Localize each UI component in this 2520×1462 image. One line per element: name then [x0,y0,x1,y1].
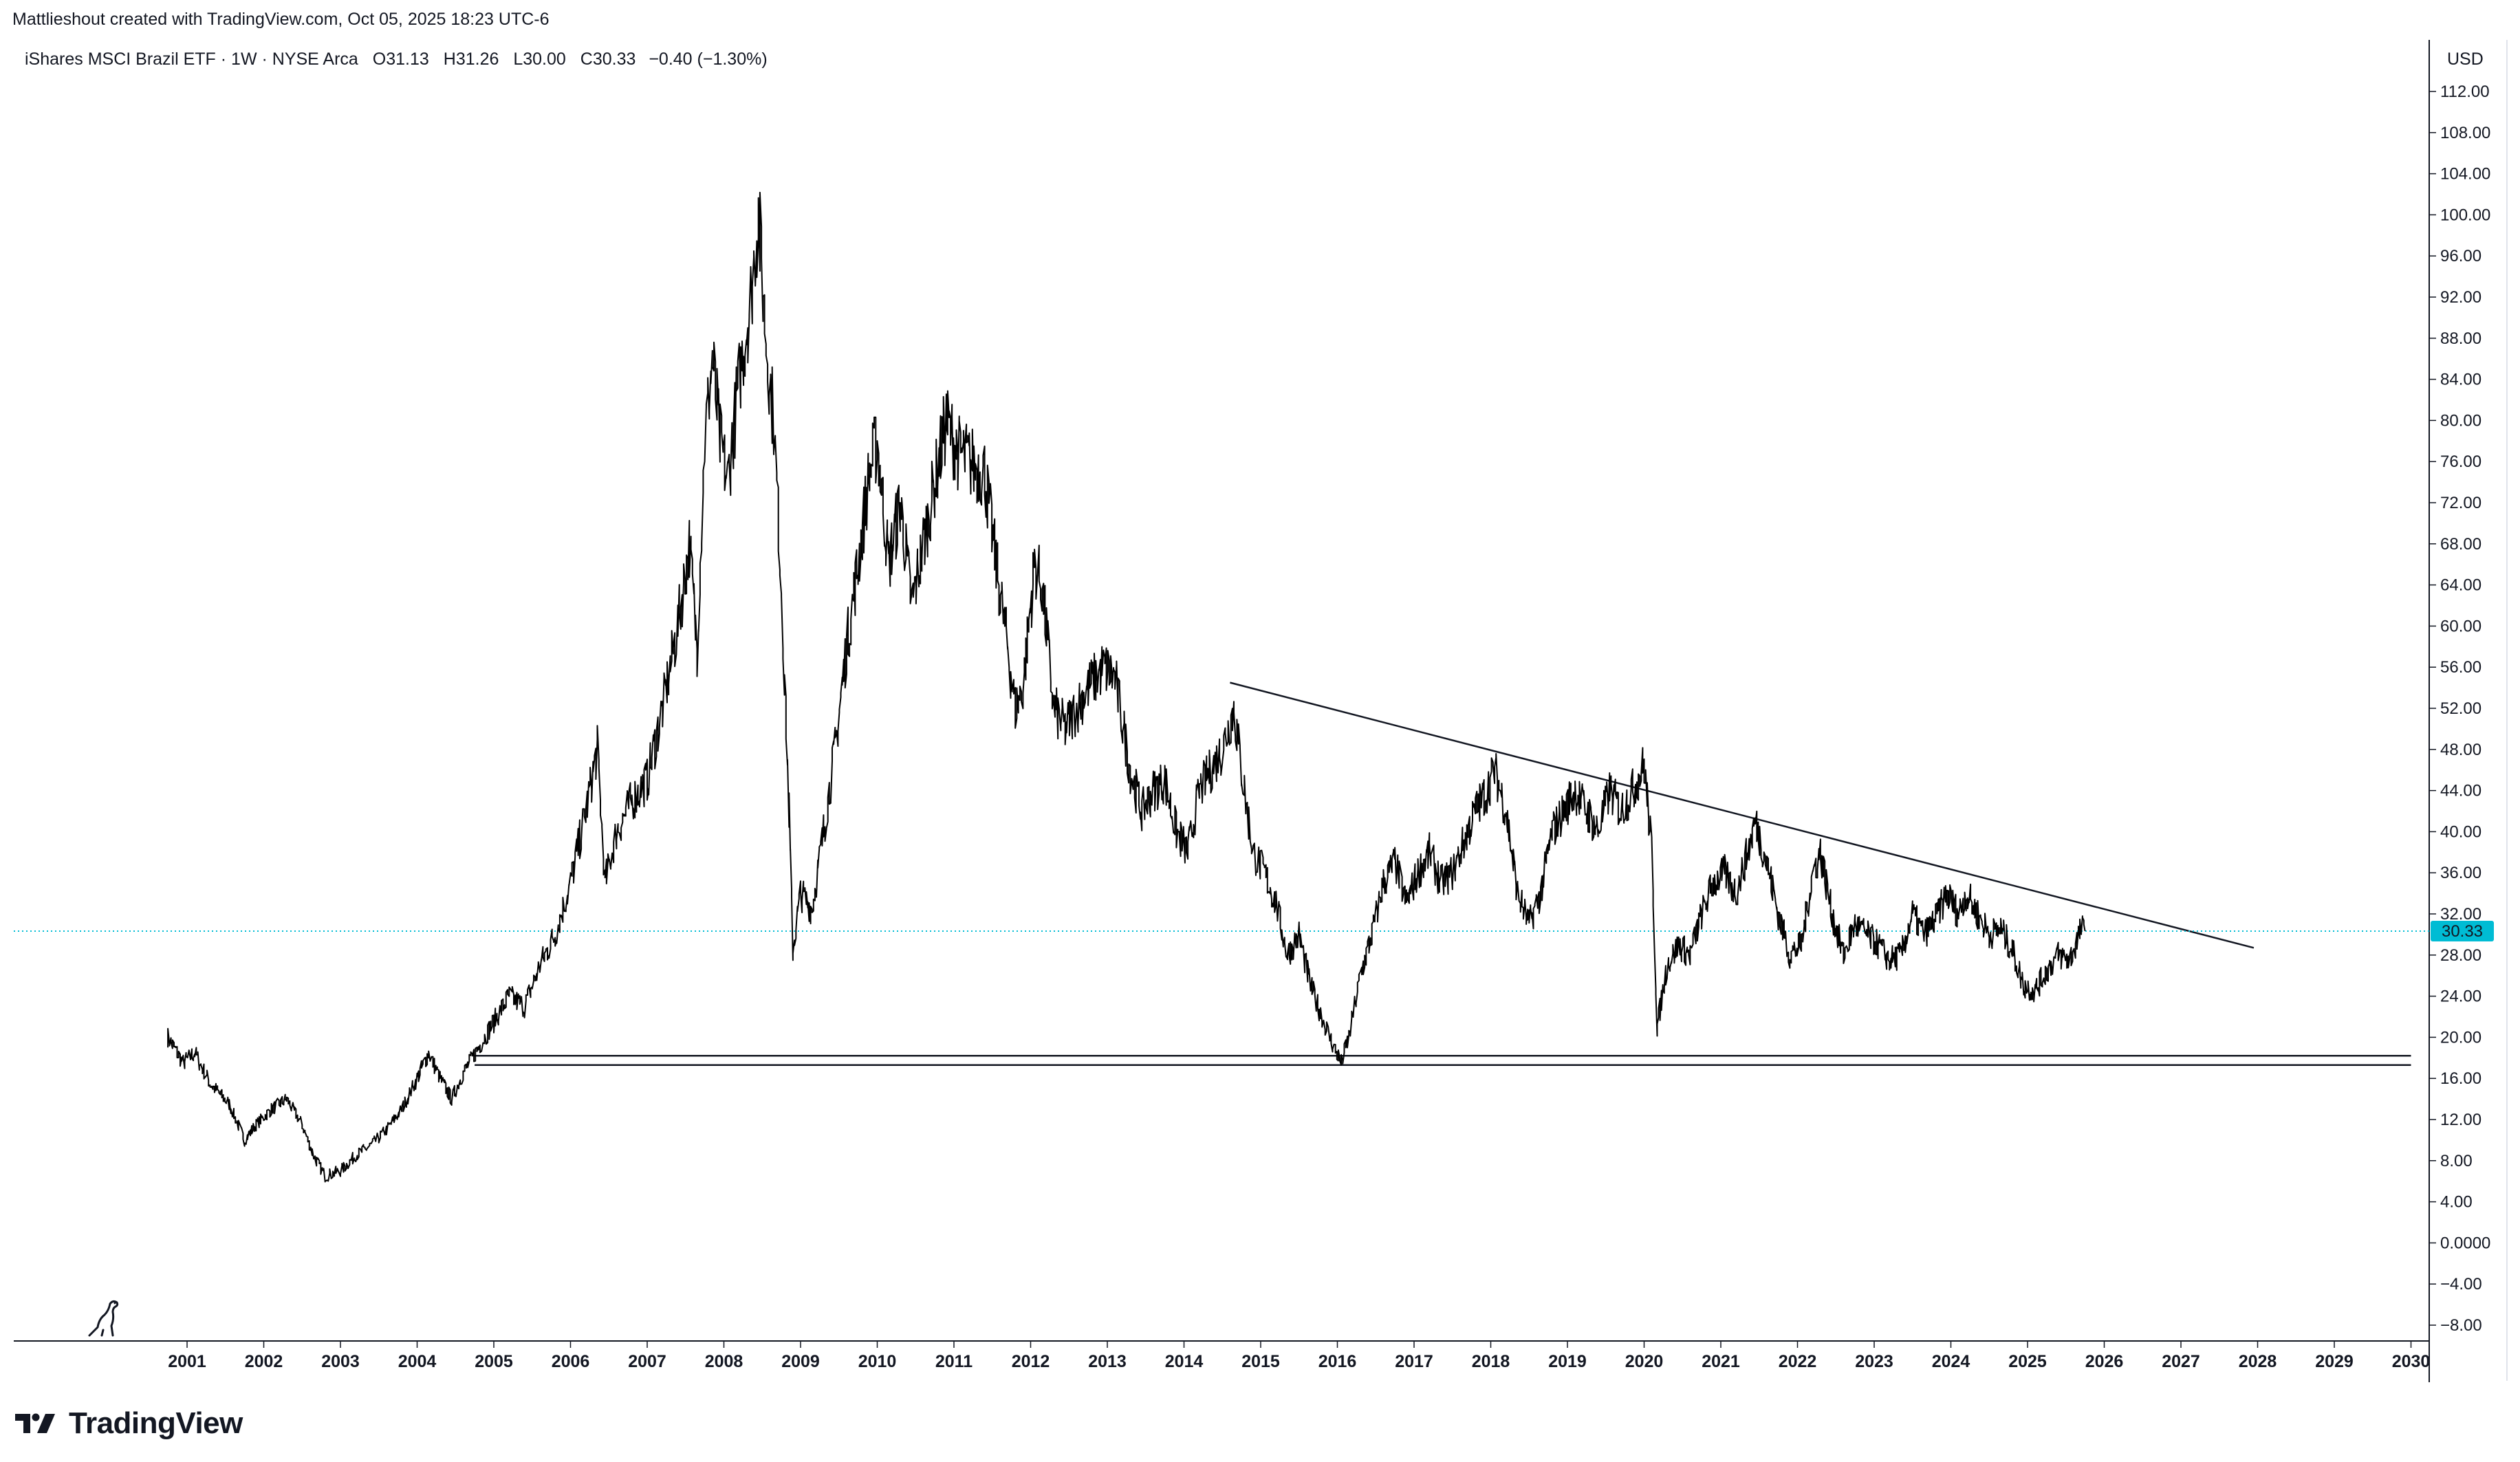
y-tick-label: 88.00 [2440,329,2481,348]
y-tick-label: −4.00 [2440,1275,2482,1294]
y-tick-label: 72.00 [2440,494,2481,512]
x-tick-label: 2022 [1779,1352,1817,1371]
y-tick-label: −8.00 [2440,1316,2482,1335]
x-tick-label: 2021 [1702,1352,1740,1371]
last-price-label: 30.33 [2442,922,2483,941]
change-value: −0.40 (−1.30%) [649,50,768,69]
x-tick-label: 2029 [2315,1352,2354,1371]
y-tick-label: 12.00 [2440,1111,2481,1129]
x-tick-label: 2014 [1165,1352,1204,1371]
x-tick-label: 2015 [1241,1352,1280,1371]
x-tick-label: 2024 [1932,1352,1970,1371]
x-tick-label: 2004 [398,1352,437,1371]
x-tick-label: 2009 [781,1352,820,1371]
tradingview-branding[interactable]: TradingView [15,1403,243,1444]
y-tick-label: 28.00 [2440,946,2481,965]
x-tick-label: 2010 [858,1352,897,1371]
symbol-legend[interactable]: iShares MSCI Brazil ETF · 1W · NYSE Arca… [25,50,768,69]
y-tick-label: 76.00 [2440,452,2481,471]
y-tick-label: 20.00 [2440,1028,2481,1047]
x-tick-label: 2030 [2392,1352,2431,1371]
x-tick-label: 2003 [321,1352,360,1371]
brand-name: TradingView [69,1406,243,1440]
x-tick-label: 2011 [935,1352,973,1371]
y-tick-label: 24.00 [2440,988,2481,1006]
y-tick-label: 36.00 [2440,864,2481,882]
y-tick-label: 52.00 [2440,699,2481,718]
x-tick-label: 2016 [1318,1352,1357,1371]
x-tick-label: 2028 [2239,1352,2277,1371]
chart-area[interactable] [14,40,2508,1381]
y-tick-label: 80.00 [2440,411,2481,430]
x-tick-label: 2018 [1472,1352,1510,1371]
trendline [1230,681,2255,949]
x-tick-label: 2025 [2008,1352,2047,1371]
y-tick-label: 8.00 [2440,1152,2473,1170]
y-tick-label: 48.00 [2440,741,2481,759]
close-label: C [580,50,593,69]
x-tick-label: 2019 [1548,1352,1587,1371]
x-tick-label: 2026 [2085,1352,2124,1371]
symbol-name[interactable]: iShares MSCI Brazil ETF · 1W · NYSE Arca [25,50,358,69]
open-label: O [372,50,387,69]
x-tick-label: 2002 [245,1352,283,1371]
high-value: 31.26 [455,50,499,69]
y-tick-label: 40.00 [2440,822,2481,841]
y-tick-label: 84.00 [2440,371,2481,389]
y-tick-label: 60.00 [2440,617,2481,635]
x-tick-label: 2027 [2162,1352,2200,1371]
y-tick-label: 44.00 [2440,782,2481,800]
y-tick-label: 68.00 [2440,535,2481,554]
low-value: 30.00 [523,50,566,69]
y-tick-label: 92.00 [2440,288,2481,307]
x-tick-label: 2012 [1012,1352,1050,1371]
y-tick-label: 32.00 [2440,905,2481,924]
x-tick-label: 2008 [705,1352,743,1371]
x-tick-label: 2001 [168,1352,206,1371]
x-tick-label: 2006 [552,1352,590,1371]
tradingview-logo-icon [15,1413,55,1433]
y-tick-label: 4.00 [2440,1193,2473,1212]
x-tick-label: 2013 [1088,1352,1127,1371]
y-tick-label: 56.00 [2440,658,2481,677]
close-value: 30.33 [592,50,636,69]
currency-label[interactable]: USD [2447,50,2484,69]
high-label: H [443,50,456,69]
y-tick-label: 96.00 [2440,247,2481,265]
y-tick-label: 112.00 [2440,83,2490,101]
x-tick-label: 2005 [475,1352,513,1371]
y-tick-label: 16.00 [2440,1069,2481,1088]
y-tick-label: 64.00 [2440,576,2481,595]
dinosaur-icon [85,1298,124,1343]
price-series-line [167,191,2086,1183]
x-tick-label: 2007 [628,1352,666,1371]
x-tick-label: 2017 [1395,1352,1433,1371]
y-tick-label: 0.0000 [2440,1234,2490,1252]
open-value: 31.13 [386,50,429,69]
low-label: L [513,50,523,69]
y-tick-label: 104.00 [2440,165,2490,184]
x-tick-label: 2023 [1855,1352,1893,1371]
last-price-badge [2431,920,2494,941]
y-tick-label: 108.00 [2440,124,2490,142]
chart-credit: Mattlieshout created with TradingView.co… [12,10,550,29]
x-tick-label: 2020 [1625,1352,1664,1371]
y-tick-label: 100.00 [2440,206,2490,224]
